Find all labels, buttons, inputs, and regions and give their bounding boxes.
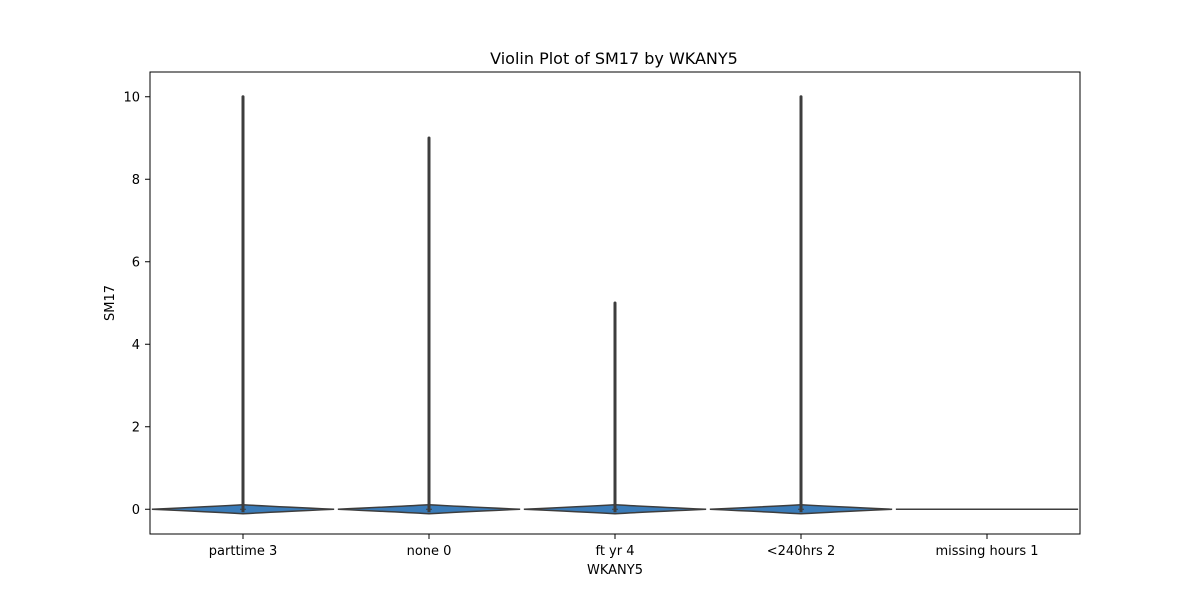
x-tick-label: ft yr 4 xyxy=(595,544,634,559)
violin-2 xyxy=(523,301,707,515)
y-axis: 0 2 4 6 8 10 xyxy=(123,90,150,518)
y-tick-label: 2 xyxy=(132,420,140,435)
y-tick-label: 8 xyxy=(132,173,140,188)
violin-0 xyxy=(151,95,335,515)
x-tick-label: parttime 3 xyxy=(209,544,277,559)
x-axis: parttime 3 none 0 ft yr 4 <240hrs 2 missing … xyxy=(209,534,1039,559)
x-tick-label: none 0 xyxy=(407,544,452,559)
x-tick-label: missing hours 1 xyxy=(935,544,1038,559)
y-tick-label: 4 xyxy=(132,338,140,353)
y-tick-label: 10 xyxy=(123,90,140,105)
x-tick-label: <240hrs 2 xyxy=(767,544,835,559)
violin-1 xyxy=(337,136,521,515)
chart-title: Violin Plot of SM17 by WKANY5 xyxy=(490,49,738,68)
violin-3 xyxy=(709,95,893,515)
violins-group xyxy=(151,95,1079,515)
y-tick-label: 0 xyxy=(132,503,140,518)
y-tick-label: 6 xyxy=(132,255,140,270)
y-axis-label: SM17 xyxy=(103,285,118,321)
x-axis-label: WKANY5 xyxy=(587,563,643,578)
